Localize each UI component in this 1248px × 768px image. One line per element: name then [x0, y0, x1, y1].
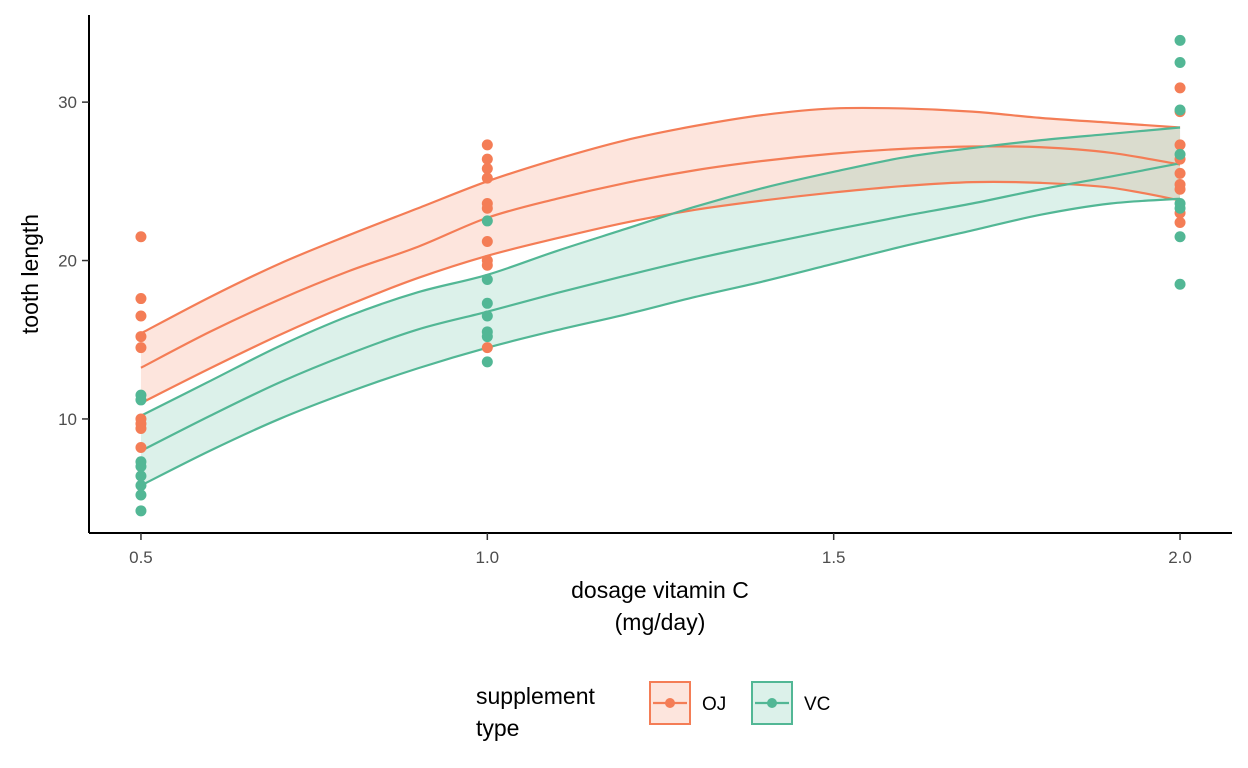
point-oj: [135, 422, 147, 434]
upper-line-vc: [140, 126, 1181, 417]
legend-title-line-2: type: [476, 715, 519, 741]
fit-line-vc: [140, 162, 1181, 452]
point-oj: [135, 331, 147, 343]
ribbon-oj: [140, 107, 1181, 404]
legend-item-oj: OJ: [649, 681, 726, 725]
data-points: [135, 34, 1186, 517]
fit-line-oj: [140, 145, 1181, 369]
axes: [88, 15, 1232, 534]
x-axis-title-line-1: dosage vitamin C: [571, 577, 749, 603]
legend-items: OJ VC: [649, 681, 830, 725]
point-vc: [1174, 278, 1186, 290]
point-oj: [135, 441, 147, 453]
point-vc: [135, 505, 147, 517]
point-oj: [1174, 139, 1186, 151]
legend-title-line-1: supplement: [476, 683, 596, 709]
lower-line-oj: [140, 180, 1181, 405]
legend: supplement type OJ VC: [476, 681, 830, 741]
fit-lines: [140, 106, 1181, 487]
point-oj: [1174, 167, 1186, 179]
point-vc: [1174, 231, 1186, 243]
point-vc: [481, 297, 493, 309]
legend-label-vc: VC: [804, 694, 830, 715]
point-vc: [481, 274, 493, 286]
point-oj: [481, 139, 493, 151]
point-vc: [135, 489, 147, 501]
point-oj: [135, 293, 147, 305]
x-tick-label: 2.0: [1168, 548, 1192, 567]
point-oj: [1174, 82, 1186, 94]
y-tick-label: 20: [58, 252, 77, 271]
point-oj: [481, 342, 493, 354]
point-oj: [481, 259, 493, 271]
x-axis-ticks: 0.5 1.0 1.5 2.0: [129, 533, 1192, 567]
point-vc: [481, 356, 493, 368]
x-axis-title-line-2: (mg/day): [615, 609, 706, 635]
y-tick-label: 10: [58, 410, 77, 429]
y-axis-title: tooth length: [17, 214, 43, 334]
legend-item-vc: VC: [751, 681, 830, 725]
point-oj: [481, 172, 493, 184]
point-oj: [481, 153, 493, 165]
point-vc: [135, 470, 147, 482]
point-vc: [1174, 104, 1186, 116]
point-oj: [135, 231, 147, 243]
point-oj: [481, 202, 493, 214]
y-axis-ticks: 10 20 30: [58, 93, 89, 429]
point-vc: [1174, 57, 1186, 69]
confidence-ribbons: [140, 107, 1181, 486]
legend-key-point: [767, 698, 777, 708]
ribbon-vc: [140, 127, 1181, 486]
point-vc: [481, 215, 493, 227]
point-oj: [481, 236, 493, 248]
point-vc: [481, 310, 493, 322]
x-tick-label: 1.5: [822, 548, 846, 567]
point-vc: [1174, 148, 1186, 160]
x-tick-label: 1.0: [475, 548, 499, 567]
point-vc: [1174, 34, 1186, 46]
point-oj: [135, 310, 147, 322]
y-tick-label: 30: [58, 93, 77, 112]
legend-key-point: [665, 698, 675, 708]
point-vc: [1174, 202, 1186, 214]
point-oj: [1174, 183, 1186, 195]
point-vc: [135, 479, 147, 491]
lower-line-vc: [140, 197, 1181, 487]
upper-line-oj: [140, 106, 1181, 335]
point-vc: [135, 394, 147, 406]
point-oj: [1174, 217, 1186, 229]
x-tick-label: 0.5: [129, 548, 153, 567]
legend-label-oj: OJ: [702, 694, 726, 715]
point-vc: [481, 331, 493, 343]
point-vc: [135, 460, 147, 472]
point-oj: [135, 342, 147, 354]
point-oj: [481, 163, 493, 175]
